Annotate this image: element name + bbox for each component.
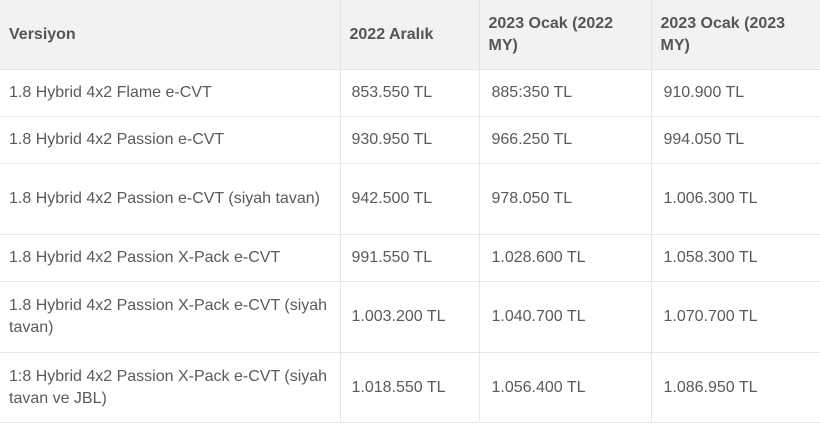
price-2023-ocak-2023my: 910.900 TL <box>650 69 820 117</box>
price-2023-ocak-2022my: 966.250 TL <box>478 116 652 164</box>
table-row: 1.8 Hybrid 4x2 Passion e-CVT 930.950 TL … <box>0 116 820 164</box>
price-2022-aralik: 1.018.550 TL <box>339 352 480 423</box>
header-2023-ocak-2023my: 2023 Ocak (2023 MY) <box>650 0 820 70</box>
table-header: Versiyon 2022 Aralık 2023 Ocak (2022 MY)… <box>0 0 820 70</box>
price-2023-ocak-2022my: 1.040.700 TL <box>478 281 652 353</box>
version-cell: 1.8 Hybrid 4x2 Passion X-Pack e-CVT <box>0 234 341 282</box>
header-versiyon: Versiyon <box>0 0 341 70</box>
price-2023-ocak-2023my: 994.050 TL <box>650 116 820 164</box>
table-row: 1.8 Hybrid 4x2 Passion X-Pack e-CVT 991.… <box>0 234 820 282</box>
price-2023-ocak-2022my: 978.050 TL <box>478 163 652 235</box>
price-2023-ocak-2022my: 1.028.600 TL <box>478 234 652 282</box>
price-2022-aralik: 942.500 TL <box>339 163 480 235</box>
price-2022-aralik: 853.550 TL <box>339 69 480 117</box>
version-cell: 1:8 Hybrid 4x2 Passion X-Pack e-CVT (siy… <box>0 352 341 423</box>
table-row: 1.8 Hybrid 4x2 Passion e-CVT (siyah tava… <box>0 163 820 235</box>
table-row: 1.8 Hybrid 4x2 Passion X-Pack e-CVT (siy… <box>0 281 820 353</box>
header-2023-ocak-2022my: 2023 Ocak (2022 MY) <box>478 0 652 70</box>
table-body: 1.8 Hybrid 4x2 Flame e-CVT 853.550 TL 88… <box>0 69 820 423</box>
price-2022-aralik: 930.950 TL <box>339 116 480 164</box>
table-row: 1:8 Hybrid 4x2 Passion X-Pack e-CVT (siy… <box>0 352 820 423</box>
version-cell: 1.8 Hybrid 4x2 Passion e-CVT (siyah tava… <box>0 163 341 235</box>
price-2023-ocak-2022my: 885:350 TL <box>478 69 652 117</box>
price-2022-aralik: 1.003.200 TL <box>339 281 480 353</box>
version-cell: 1.8 Hybrid 4x2 Passion X-Pack e-CVT (siy… <box>0 281 341 353</box>
header-2022-aralik: 2022 Aralık <box>339 0 480 70</box>
version-cell: 1.8 Hybrid 4x2 Flame e-CVT <box>0 69 341 117</box>
price-2023-ocak-2022my: 1.056.400 TL <box>478 352 652 423</box>
price-2023-ocak-2023my: 1.058.300 TL <box>650 234 820 282</box>
table-row: 1.8 Hybrid 4x2 Flame e-CVT 853.550 TL 88… <box>0 69 820 117</box>
price-2022-aralik: 991.550 TL <box>339 234 480 282</box>
price-2023-ocak-2023my: 1.006.300 TL <box>650 163 820 235</box>
price-2023-ocak-2023my: 1.086.950 TL <box>650 352 820 423</box>
version-cell: 1.8 Hybrid 4x2 Passion e-CVT <box>0 116 341 164</box>
header-row: Versiyon 2022 Aralık 2023 Ocak (2022 MY)… <box>0 0 820 70</box>
price-2023-ocak-2023my: 1.070.700 TL <box>650 281 820 353</box>
